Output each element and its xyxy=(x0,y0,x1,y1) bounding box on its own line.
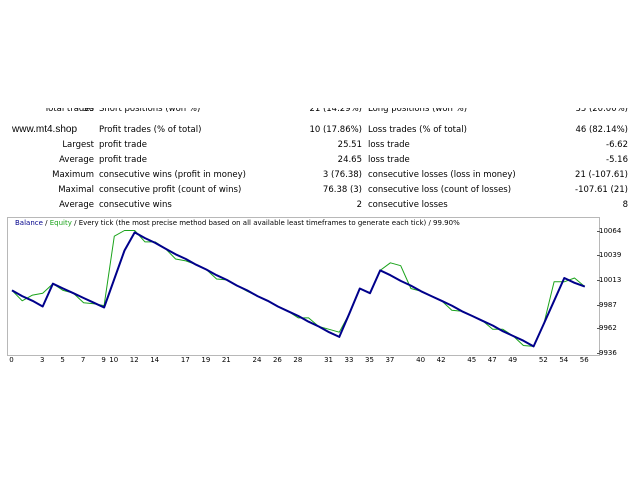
x-tick-label: 3 xyxy=(39,356,45,364)
metric-value: 24.65 xyxy=(337,155,362,165)
metric-value: 21 (14.29%) xyxy=(309,108,362,114)
x-tick-label: 37 xyxy=(385,356,395,364)
x-tick-label: 40 xyxy=(416,356,426,364)
x-tick-label: 24 xyxy=(252,356,262,364)
legend-equity: Equity xyxy=(49,219,72,227)
x-tick-label: 49 xyxy=(508,356,518,364)
row-label: Maximal xyxy=(58,185,94,195)
x-tick-label: 0 xyxy=(9,356,14,364)
report-row: Average consecutive wins 2 consecutive loss… xyxy=(0,198,640,212)
x-tick-label: 9 xyxy=(101,356,106,364)
metric-value: -6.62 xyxy=(606,140,628,150)
site-watermark: www.mt4.shop xyxy=(12,124,78,135)
legend-separator: / xyxy=(71,219,79,227)
y-tick-label: 10064 xyxy=(599,227,622,236)
balance-chart: Balance / Equity / Every tick (the most … xyxy=(7,217,600,356)
metric-label: consecutive loss (count of losses) xyxy=(368,185,512,195)
x-tick-label: 47 xyxy=(487,356,497,364)
balance-line xyxy=(11,231,586,348)
metric-label: Short positions (won %) xyxy=(99,108,201,114)
y-tick-label: 9962 xyxy=(599,324,617,333)
y-tick-mark xyxy=(597,328,600,330)
chart-legend: Balance / Equity / Every tick (the most … xyxy=(15,219,460,228)
metric-value: 76.38 (3) xyxy=(322,185,362,195)
report-row: Largest profit trade 25.51 loss trade -6.62 xyxy=(0,138,640,152)
y-tick-mark xyxy=(597,255,600,257)
x-tick-label: 7 xyxy=(80,356,86,364)
metric-label: profit trade xyxy=(99,140,147,150)
equity-line xyxy=(11,230,586,347)
metric-value: -107.61 (21) xyxy=(575,185,628,195)
row-value: 56 xyxy=(83,108,94,114)
metric-value: 2 xyxy=(356,200,362,210)
x-tick-label: 28 xyxy=(293,356,303,364)
x-tick-label: 54 xyxy=(559,356,569,364)
metric-label: profit trade xyxy=(99,155,147,165)
y-tick-mark xyxy=(597,304,600,306)
metric-label: consecutive wins xyxy=(99,200,172,210)
report-row: www.mt4.shop Profit trades (% of total) 10… xyxy=(0,123,640,137)
row-label: Average xyxy=(59,200,94,210)
report-row: Maximal consecutive profit (count of wins… xyxy=(0,183,640,197)
legend-balance: Balance xyxy=(15,219,43,227)
x-tick-label: 21 xyxy=(221,356,231,364)
x-tick-label: 19 xyxy=(201,356,211,364)
metric-value: 25.51 xyxy=(337,140,362,150)
y-axis: 9936 9962 9987 10013 10039 10064 xyxy=(597,217,640,357)
x-axis: 0 3 5 7 9 10 12 14 17 19 21 24 26 28 31 33 35 37 40 42 45 47 4… xyxy=(0,354,640,366)
x-tick-label: 33 xyxy=(344,356,354,364)
row-label: Largest xyxy=(62,140,94,150)
metric-label: Profit trades (% of total) xyxy=(99,125,202,135)
metric-value: 21 (-107.61) xyxy=(575,170,628,180)
x-tick-label: 42 xyxy=(436,356,446,364)
chart-plot-area xyxy=(11,230,586,348)
metric-value: 8 xyxy=(622,200,628,210)
x-tick-label: 35 xyxy=(365,356,374,364)
y-tick-mark xyxy=(597,353,600,354)
y-tick-label: 9987 xyxy=(599,300,617,309)
x-tick-label: 56 xyxy=(579,356,589,364)
x-tick-label: 26 xyxy=(272,356,282,364)
report-row: Maximum consecutive wins (profit in money… xyxy=(0,168,640,182)
metric-value: 35 (20.00%) xyxy=(575,108,628,114)
metric-label: Long positions (won %) xyxy=(368,108,468,114)
metric-value: 46 (82.14%) xyxy=(575,125,628,135)
row-label: Total trades xyxy=(44,108,94,114)
y-tick-mark xyxy=(597,231,600,233)
x-tick-label: 31 xyxy=(324,356,334,364)
x-tick-label: 17 xyxy=(180,356,190,364)
metric-label: loss trade xyxy=(368,155,410,165)
metric-label: consecutive losses (loss in money) xyxy=(368,170,516,180)
metric-label: Loss trades (% of total) xyxy=(368,125,467,135)
x-tick-label: 10 xyxy=(109,356,119,364)
metric-label: consecutive losses xyxy=(368,200,448,210)
legend-separator: / xyxy=(42,219,50,227)
metric-value: -5.16 xyxy=(606,155,628,165)
x-tick-label: 45 xyxy=(467,356,477,364)
metric-label: consecutive wins (profit in money) xyxy=(99,170,246,180)
metric-value: 3 (76.38) xyxy=(322,170,362,180)
y-tick-label: 10039 xyxy=(599,251,622,260)
y-tick-mark xyxy=(597,279,600,281)
x-tick-label: 12 xyxy=(129,356,139,364)
x-tick-label: 5 xyxy=(60,356,65,364)
row-label: Maximum xyxy=(52,170,94,180)
y-tick-label: 9936 xyxy=(599,349,617,357)
report-row: Average profit trade 24.65 loss trade -5.16 xyxy=(0,153,640,167)
metric-value: 10 (17.86%) xyxy=(309,125,362,135)
report-row: Total trades 56 Short positions (won %) 21 … xyxy=(0,108,640,116)
row-label: Average xyxy=(59,155,94,165)
y-tick-label: 10013 xyxy=(599,275,622,284)
metric-label: consecutive profit (count of wins) xyxy=(99,185,242,195)
x-tick-label: 14 xyxy=(150,356,160,364)
chart-description: Every tick (the most precise method base… xyxy=(78,219,460,227)
report-summary: Total trades 56 Short positions (won %) 21 … xyxy=(0,108,640,214)
metric-label: loss trade xyxy=(368,140,410,150)
x-tick-label: 52 xyxy=(538,356,548,364)
